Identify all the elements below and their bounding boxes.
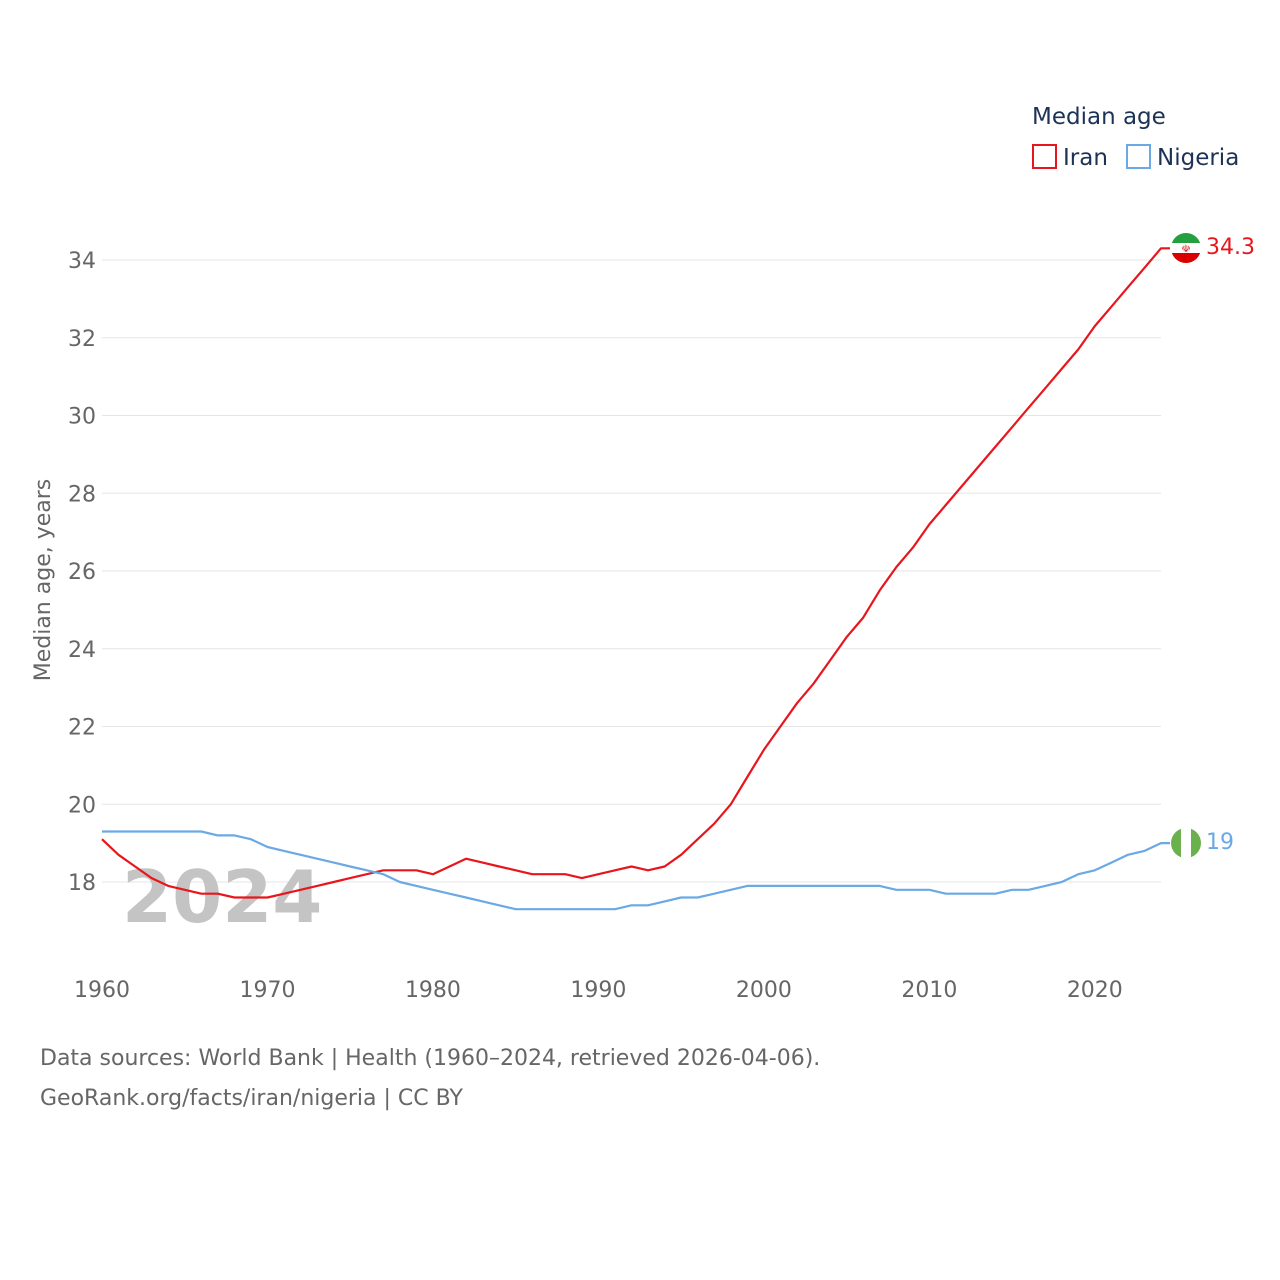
gridlines: [102, 259, 1161, 883]
y-axis: 18 20 22 24 26 28 30 32 34: [68, 249, 96, 896]
y-axis-title: Median age, years: [31, 479, 56, 682]
y-tick-label: 22: [68, 716, 96, 741]
series-line-iran: [101, 247, 1170, 899]
y-tick-label: 32: [68, 327, 96, 352]
y-tick-label: 26: [68, 560, 96, 585]
series-layer: [101, 247, 1170, 911]
y-tick-label: 24: [68, 638, 96, 663]
legend-label-iran: Iran: [1063, 145, 1108, 171]
x-tick-label: 2010: [901, 978, 957, 1003]
x-tick-label: 1980: [405, 978, 461, 1003]
iran-end-value: 34.3: [1206, 235, 1255, 260]
legend-title: Median age: [1032, 104, 1166, 130]
series-line-nigeria: [102, 830, 1170, 911]
legend-label-nigeria: Nigeria: [1157, 145, 1239, 171]
svg-text:☫: ☫: [1182, 244, 1191, 255]
footer-credit: GeoRank.org/facts/iran/nigeria | CC BY: [40, 1086, 463, 1111]
y-tick-label: 28: [68, 482, 96, 507]
iran-flag-icon: ☫: [1171, 233, 1201, 263]
x-tick-label: 1960: [74, 978, 130, 1003]
legend-swatch-iran: [1032, 144, 1057, 169]
y-tick-label: 34: [68, 249, 96, 274]
nigeria-flag-icon: [1171, 828, 1201, 858]
x-tick-label: 1990: [570, 978, 626, 1003]
x-tick-label: 2000: [736, 978, 792, 1003]
legend: Median age Iran Nigeria: [1032, 104, 1239, 171]
y-tick-label: 18: [68, 871, 96, 896]
x-tick-label: 1970: [239, 978, 295, 1003]
x-tick-label: 2020: [1067, 978, 1123, 1003]
nigeria-end-value: 19: [1206, 830, 1234, 855]
year-watermark: 2024: [122, 855, 322, 939]
legend-swatch-nigeria: [1126, 144, 1151, 169]
line-chart: 18 20 22 24 26 28 30 32 34 1960 1970 1980 1990 2000 2…: [31, 104, 1255, 1003]
footer-sources: Data sources: World Bank | Health (1960–…: [40, 1046, 821, 1071]
y-tick-label: 20: [68, 793, 96, 818]
x-axis: 1960 1970 1980 1990 2000 2010 2020: [74, 978, 1123, 1003]
y-tick-label: 30: [68, 405, 96, 430]
